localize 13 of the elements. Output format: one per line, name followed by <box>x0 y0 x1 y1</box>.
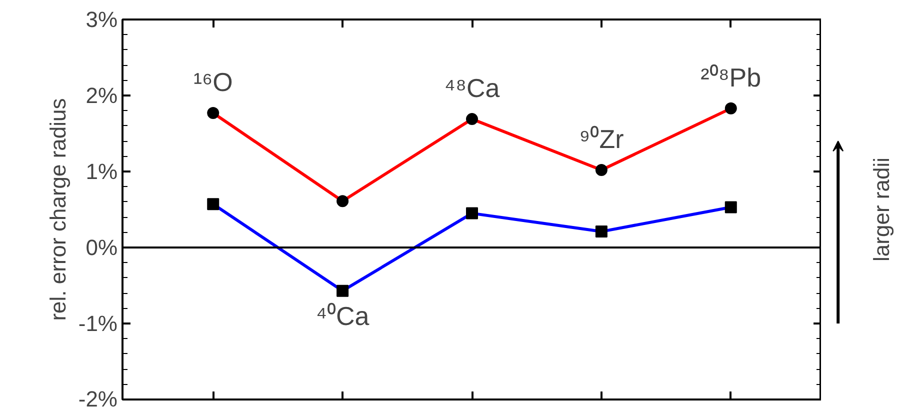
annotation: ⁹⁰Zr <box>579 124 624 154</box>
annotation: ²⁰⁸Pb <box>700 62 762 92</box>
y-tick-label: 2% <box>86 83 118 108</box>
text: larger radii <box>868 158 894 262</box>
y-tick-label: -2% <box>78 386 118 411</box>
y-tick-label: 1% <box>86 159 118 184</box>
y-axis-title: rel. error charge radius <box>45 98 70 321</box>
y-tick-label: -1% <box>78 311 118 336</box>
annotation: ⁴⁸Ca <box>444 73 500 104</box>
annotation: ¹⁶O <box>193 66 233 97</box>
annotation: ⁴⁰Ca <box>316 300 370 331</box>
y-tick-label: 0% <box>86 235 118 260</box>
y-tick-label: 3% <box>86 7 118 32</box>
